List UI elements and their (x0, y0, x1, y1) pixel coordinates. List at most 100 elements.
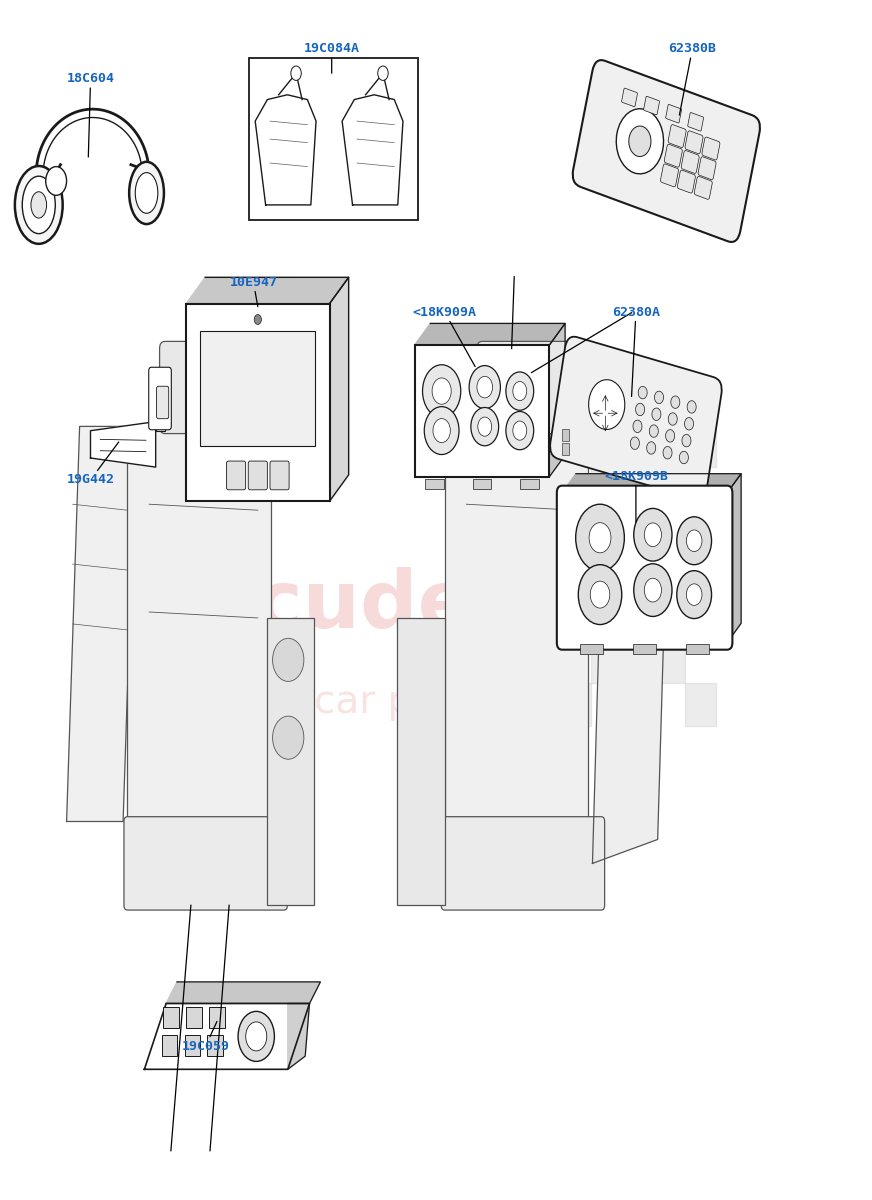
Polygon shape (91, 421, 156, 467)
Circle shape (477, 377, 493, 398)
Bar (201, 331, 315, 446)
Bar (528, 640, 560, 683)
Bar (560, 596, 590, 640)
Text: <18K909B: <18K909B (604, 469, 668, 522)
Bar (685, 683, 716, 726)
Bar (497, 424, 528, 467)
Circle shape (665, 430, 675, 442)
Bar (622, 683, 653, 726)
Bar (590, 467, 622, 510)
Circle shape (668, 413, 678, 425)
Circle shape (634, 564, 672, 617)
FancyBboxPatch shape (227, 461, 246, 490)
Circle shape (506, 412, 534, 450)
FancyBboxPatch shape (665, 104, 682, 122)
Bar (186, 1008, 201, 1028)
Circle shape (425, 407, 459, 455)
Bar (633, 643, 656, 654)
Text: 18C604: 18C604 (66, 72, 114, 157)
Bar (685, 424, 716, 467)
Bar (562, 428, 569, 440)
Bar (622, 596, 653, 640)
Circle shape (644, 523, 662, 547)
Bar (562, 443, 569, 455)
Polygon shape (549, 324, 565, 476)
Circle shape (647, 442, 656, 454)
Circle shape (578, 565, 622, 624)
Circle shape (273, 716, 303, 760)
Text: 62380B: 62380B (669, 42, 717, 115)
Bar (560, 424, 590, 467)
FancyBboxPatch shape (149, 367, 171, 430)
Bar (622, 510, 653, 553)
Bar (163, 1008, 179, 1028)
Bar (249, 59, 419, 220)
Text: 62380A: 62380A (612, 306, 660, 396)
Bar (209, 1008, 225, 1028)
Text: car parts: car parts (315, 683, 488, 721)
Circle shape (45, 167, 66, 196)
FancyBboxPatch shape (688, 113, 704, 131)
Circle shape (238, 1012, 275, 1062)
Bar (497, 510, 528, 553)
Circle shape (650, 425, 658, 437)
Circle shape (433, 378, 451, 404)
Polygon shape (145, 1003, 310, 1069)
Bar (267, 618, 314, 905)
FancyBboxPatch shape (685, 131, 703, 154)
Bar (185, 1036, 201, 1056)
Bar (156, 413, 166, 431)
Circle shape (246, 1022, 267, 1051)
Ellipse shape (23, 176, 55, 234)
Circle shape (589, 379, 625, 430)
FancyBboxPatch shape (441, 817, 604, 910)
FancyBboxPatch shape (668, 125, 686, 148)
Bar (397, 618, 445, 905)
Circle shape (273, 638, 303, 682)
Bar (685, 510, 716, 553)
Bar (445, 426, 588, 822)
FancyBboxPatch shape (550, 337, 722, 499)
Ellipse shape (31, 192, 46, 218)
Circle shape (636, 403, 644, 415)
Bar (590, 553, 622, 596)
Text: scuderia: scuderia (208, 566, 595, 644)
Circle shape (652, 408, 661, 420)
Polygon shape (288, 1003, 310, 1069)
Bar (497, 683, 528, 726)
Circle shape (679, 451, 688, 463)
Bar (590, 640, 622, 683)
Circle shape (686, 584, 702, 605)
Circle shape (633, 420, 642, 432)
Circle shape (630, 437, 639, 450)
FancyBboxPatch shape (124, 817, 288, 910)
Circle shape (687, 401, 696, 413)
Text: 10E947: 10E947 (229, 276, 277, 307)
Bar (426, 479, 445, 488)
Polygon shape (166, 982, 320, 1003)
Bar (653, 640, 685, 683)
Circle shape (506, 372, 534, 410)
Bar (622, 424, 653, 467)
Circle shape (469, 366, 501, 409)
Circle shape (685, 418, 693, 430)
Circle shape (513, 421, 527, 440)
FancyBboxPatch shape (702, 137, 720, 160)
Circle shape (617, 109, 664, 174)
FancyBboxPatch shape (270, 461, 290, 490)
Bar (127, 426, 271, 822)
FancyBboxPatch shape (249, 461, 268, 490)
Ellipse shape (15, 166, 63, 244)
Bar (560, 510, 590, 553)
Text: 19C084A: 19C084A (303, 42, 359, 73)
Circle shape (433, 419, 450, 443)
Circle shape (255, 314, 262, 324)
Polygon shape (727, 474, 741, 642)
Bar (208, 1036, 223, 1056)
Circle shape (589, 523, 611, 553)
FancyBboxPatch shape (622, 88, 637, 107)
Bar (497, 596, 528, 640)
FancyBboxPatch shape (477, 341, 574, 433)
Ellipse shape (129, 162, 164, 224)
Circle shape (634, 509, 672, 562)
